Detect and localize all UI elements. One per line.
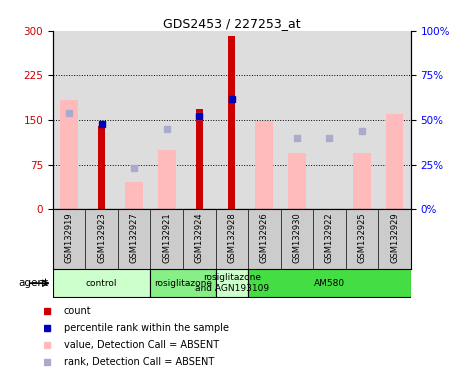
Text: agent: agent [18, 278, 48, 288]
Text: GSM132930: GSM132930 [292, 212, 302, 263]
Bar [255, 121, 273, 209]
FancyBboxPatch shape [248, 270, 411, 297]
Text: rosiglitazone
and AGN193109: rosiglitazone and AGN193109 [195, 273, 269, 293]
Bar [125, 182, 143, 209]
Bar [288, 153, 306, 209]
Text: GSM132921: GSM132921 [162, 212, 171, 263]
Bar [228, 36, 235, 209]
Text: rosiglitazone: rosiglitazone [154, 279, 212, 288]
Bar [386, 114, 403, 209]
Text: GSM132922: GSM132922 [325, 212, 334, 263]
Text: GSM132929: GSM132929 [390, 212, 399, 263]
Text: count: count [64, 306, 91, 316]
FancyBboxPatch shape [151, 270, 216, 297]
Text: GSM132919: GSM132919 [65, 212, 73, 263]
Text: GSM132923: GSM132923 [97, 212, 106, 263]
FancyBboxPatch shape [53, 270, 151, 297]
Bar [98, 126, 105, 209]
Text: GSM132927: GSM132927 [129, 212, 139, 263]
Text: GSM132925: GSM132925 [358, 212, 366, 263]
Text: percentile rank within the sample: percentile rank within the sample [64, 323, 229, 333]
Text: control: control [86, 279, 118, 288]
FancyBboxPatch shape [216, 270, 248, 297]
Bar [196, 109, 203, 209]
Bar [158, 150, 176, 209]
Text: rank, Detection Call = ABSENT: rank, Detection Call = ABSENT [64, 357, 214, 367]
Text: value, Detection Call = ABSENT: value, Detection Call = ABSENT [64, 340, 219, 350]
Text: GSM132926: GSM132926 [260, 212, 269, 263]
Bar [353, 153, 371, 209]
Bar [60, 100, 78, 209]
Text: GSM132924: GSM132924 [195, 212, 204, 263]
Text: AM580: AM580 [314, 279, 345, 288]
Text: GSM132928: GSM132928 [227, 212, 236, 263]
Title: GDS2453 / 227253_at: GDS2453 / 227253_at [163, 17, 301, 30]
